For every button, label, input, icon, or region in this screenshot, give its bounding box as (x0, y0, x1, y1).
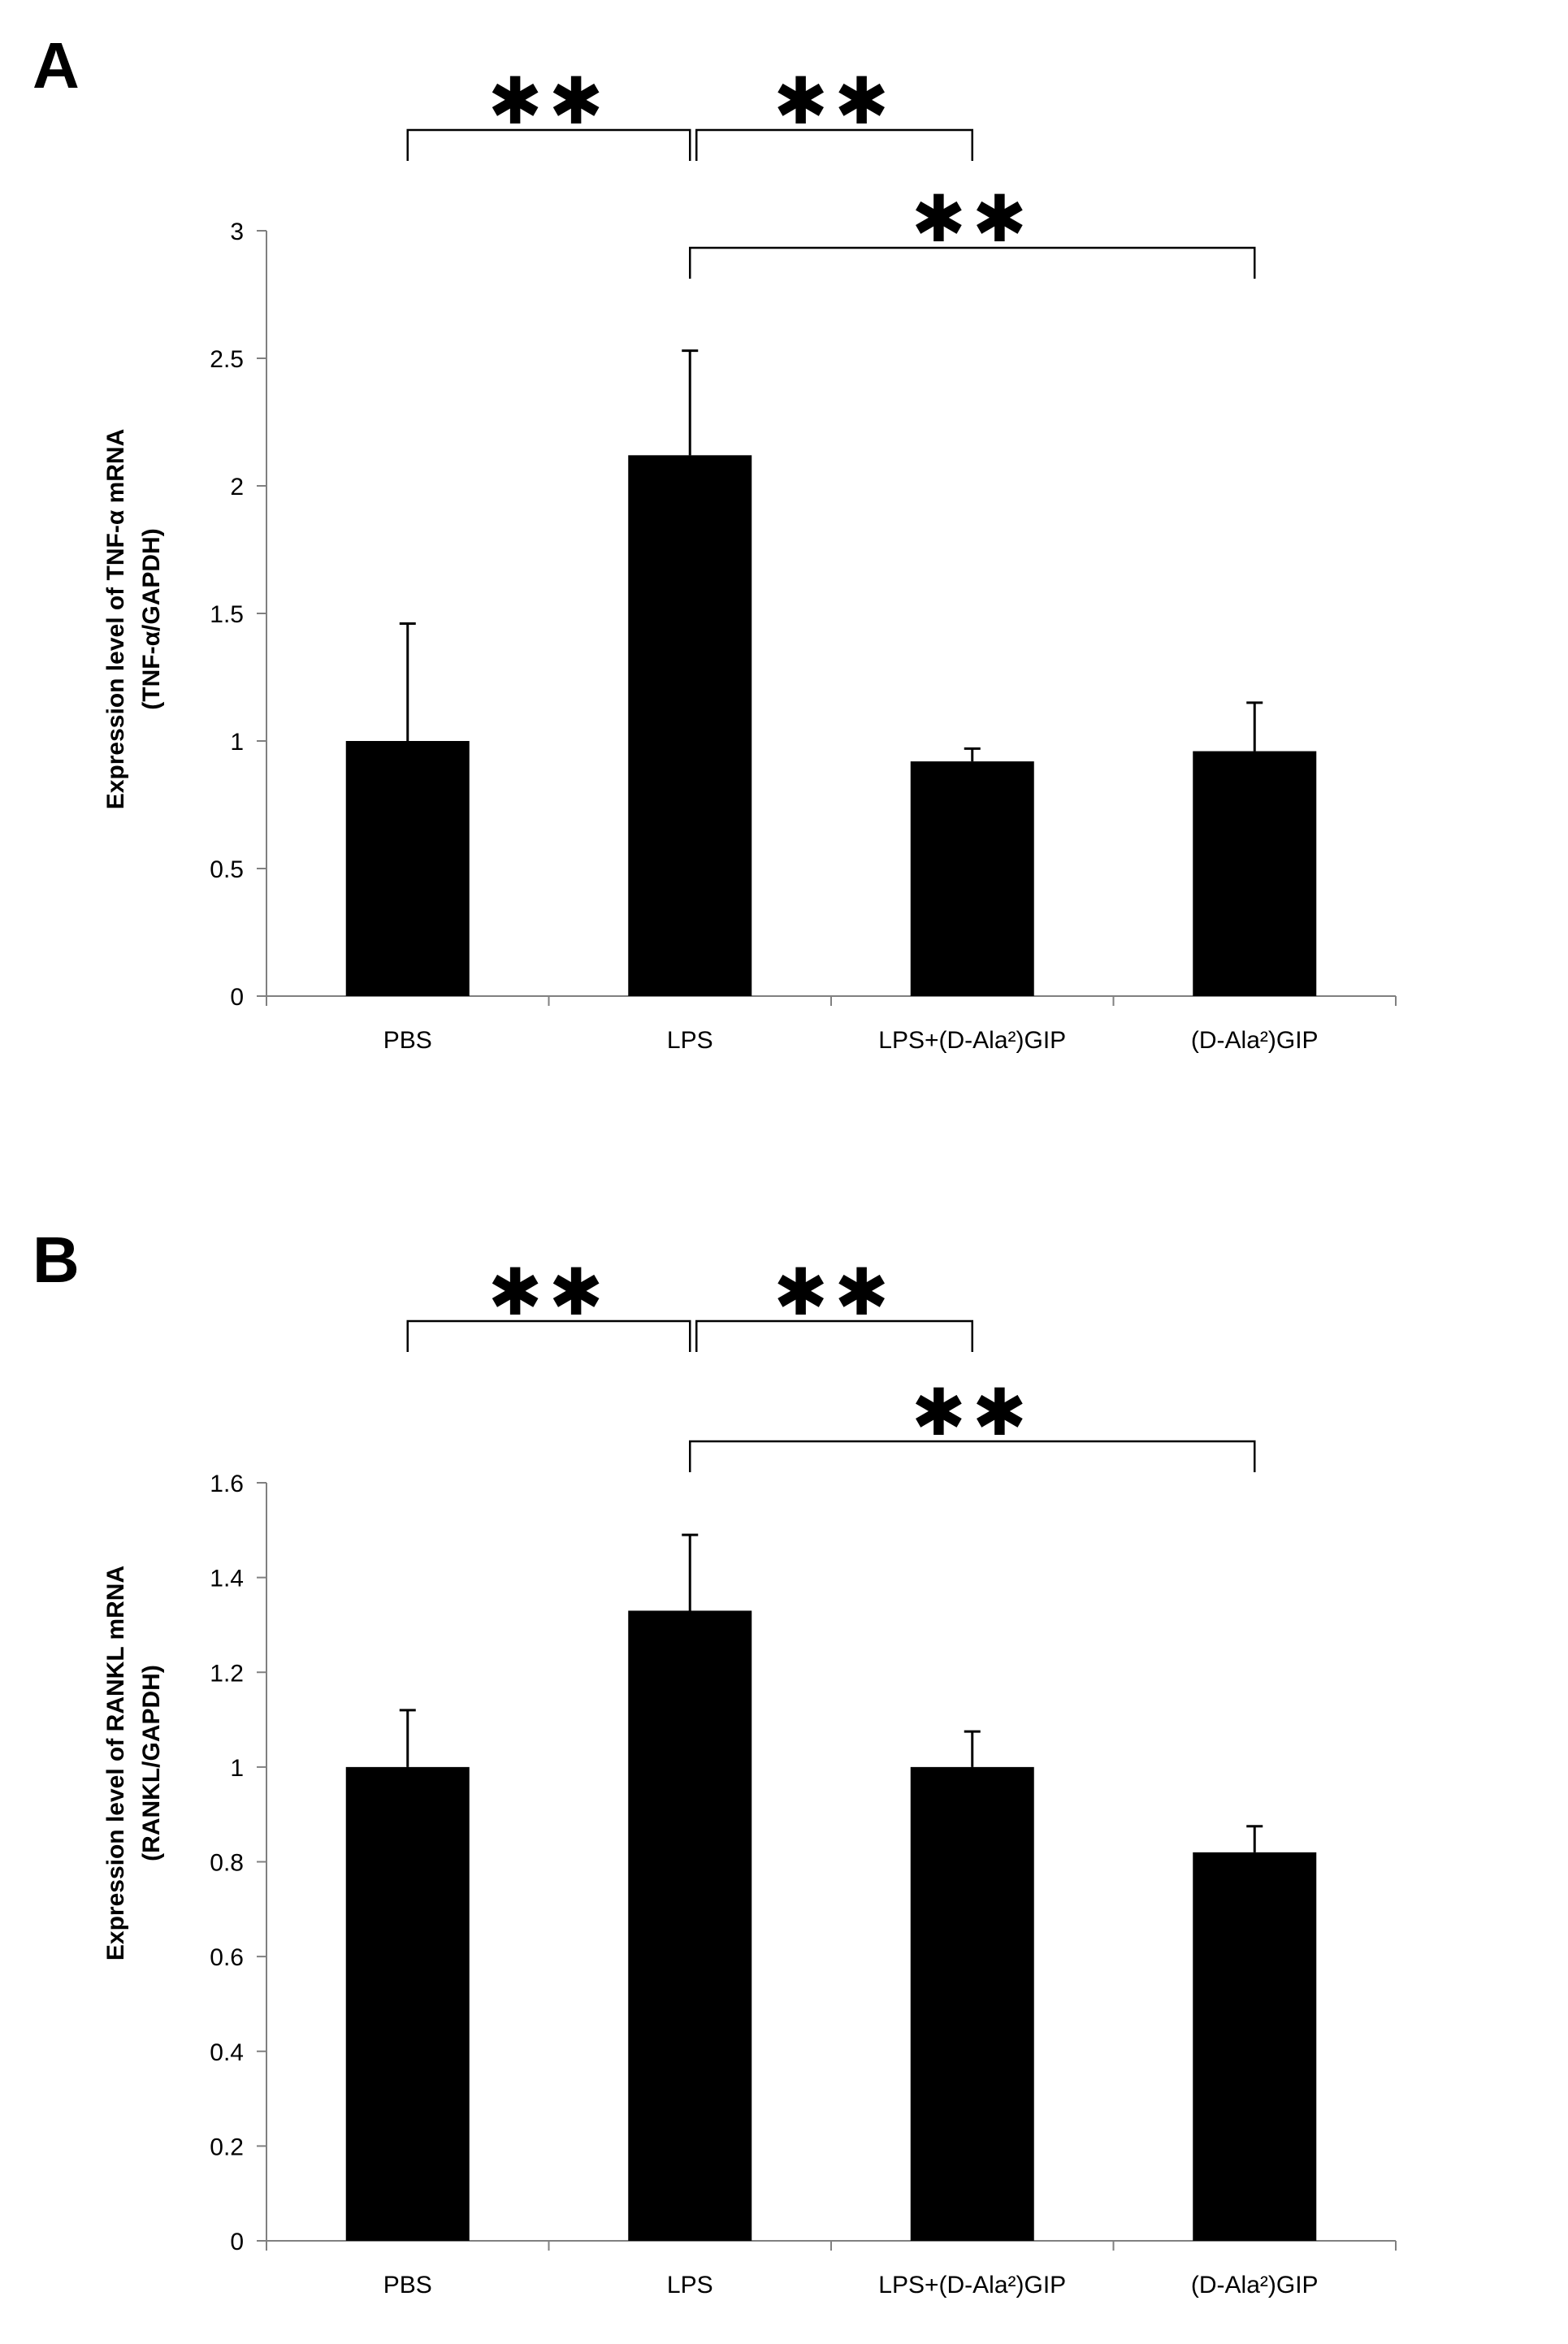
y-tick-label-b: 1 (230, 1755, 244, 1782)
category-label-b-1: LPS (667, 2272, 713, 2299)
significance-bracket-a-0 (406, 128, 691, 161)
significance-label-a-1: ✱✱ (773, 63, 895, 139)
y-tick-label-a: 0.5 (210, 856, 244, 883)
y-axis-label-b-line1: Expression level of RANKL mRNA (102, 1566, 129, 1961)
y-tick-label-a: 3 (230, 219, 244, 245)
category-label-a-0: PBS (383, 1027, 432, 1054)
significance-label-b-2: ✱✱ (912, 1375, 1033, 1450)
category-label-b-0: PBS (383, 2272, 432, 2299)
significance-label-b-1: ✱✱ (773, 1254, 895, 1330)
y-tick-label-b: 0.4 (210, 2039, 244, 2066)
bar-b-2 (910, 1766, 1034, 2241)
category-label-b-2: LPS+(D-Ala²)GIP (878, 2272, 1066, 2299)
bar-b-0 (345, 1766, 470, 2241)
y-tick-label-b: 1.2 (210, 1660, 244, 1687)
panel-letter-b: B (32, 1224, 80, 1296)
y-tick-label-a: 2.5 (210, 346, 244, 373)
y-axis-label-b-line2: (RANKL/GAPDH) (138, 1665, 165, 1861)
significance-bracket-a-2 (689, 246, 1256, 279)
panel-b: B Expression level of RANKL mRNA (RANKL/… (32, 1224, 1397, 2299)
y-tick-label-b: 1.4 (210, 1566, 244, 1592)
category-label-a-2: LPS+(D-Ala²)GIP (878, 1027, 1066, 1054)
significance-bracket-b-0 (406, 1319, 691, 1352)
y-tick-label-b: 0.2 (210, 2134, 244, 2160)
y-tick-label-a: 1.5 (210, 601, 244, 628)
significance-bracket-a-1 (695, 128, 973, 161)
y-tick-label-b: 0.8 (210, 1850, 244, 1877)
bar-a-2 (910, 761, 1034, 996)
y-tick-label-a: 1 (230, 729, 244, 756)
significance-bracket-b-2 (689, 1440, 1256, 1472)
y-tick-label-b: 1.6 (210, 1471, 244, 1497)
bar-a-1 (628, 455, 752, 996)
category-label-b-3: (D-Ala²)GIP (1191, 2272, 1319, 2299)
significance-label-a-0: ✱✱ (487, 63, 609, 139)
significance-bracket-b-1 (695, 1319, 973, 1352)
panel-letter-a: A (32, 29, 80, 102)
bar-b-1 (628, 1610, 752, 2241)
significance-label-a-2: ✱✱ (912, 181, 1033, 257)
bar-b-3 (1193, 1852, 1317, 2241)
y-tick-label-a: 2 (230, 474, 244, 500)
y-tick-label-b: 0.6 (210, 1944, 244, 1971)
panel-a: A Expression level of TNF-α mRNA (TNF-α/… (32, 29, 1397, 1054)
y-tick-label-b: 0 (230, 2229, 244, 2255)
y-tick-label-a: 0 (230, 984, 244, 1011)
bar-a-0 (345, 741, 470, 996)
category-label-a-3: (D-Ala²)GIP (1191, 1027, 1319, 1054)
y-axis-label-a-line2: (TNF-α/GAPDH) (138, 528, 165, 709)
category-label-a-1: LPS (667, 1027, 713, 1054)
y-axis-label-a-line1: Expression level of TNF-α mRNA (102, 429, 129, 810)
significance-label-b-0: ✱✱ (487, 1254, 609, 1330)
bar-a-3 (1193, 751, 1317, 996)
